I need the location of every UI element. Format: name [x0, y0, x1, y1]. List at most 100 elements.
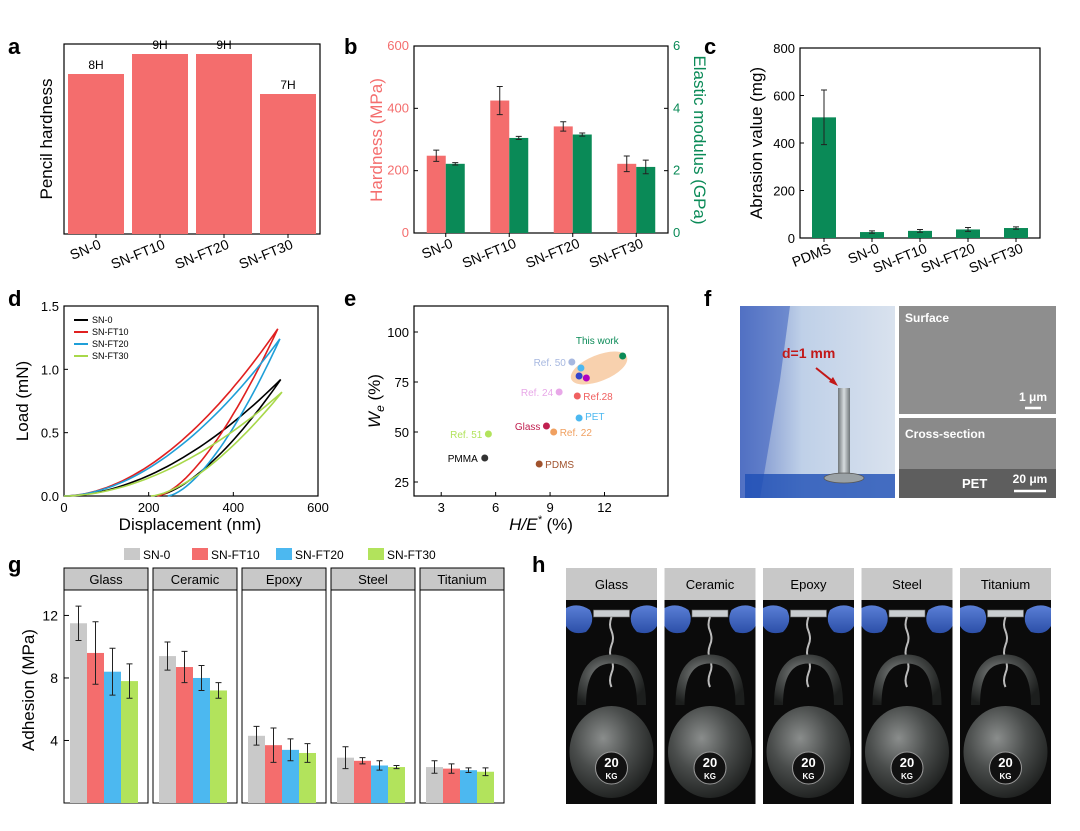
- chart-a-data-label-1: 9H: [152, 38, 167, 52]
- chart-b-bar-modulus-1: [509, 137, 529, 233]
- chart-g-errorbar-1-2: [198, 664, 205, 691]
- chart-g-bar-1-3: [210, 690, 227, 803]
- chart-b-ytick-right-label-3: 6: [673, 38, 680, 53]
- photo-h-header-label-2: Epoxy: [790, 577, 827, 592]
- photo-h-weight-unit-3: KG: [901, 772, 913, 781]
- chart-d-xtick-label-2: 400: [222, 500, 244, 515]
- chart-c-errorbar-4: [1013, 226, 1019, 230]
- photo-h-kettlebell-badge-2: [792, 751, 825, 785]
- sem-cross-scale: 20 μm: [1013, 472, 1048, 486]
- chart-g-errorbar-2-1: [270, 727, 277, 763]
- photo-h-frame-1: Ceramic 20 KG: [664, 568, 756, 804]
- chart-a-data-label-3: 7H: [280, 78, 295, 92]
- photo-h-weight-number-2: 20: [801, 755, 815, 770]
- photo-h-header-label-1: Ceramic: [686, 577, 735, 592]
- chart-e-xlabel-unit: (%): [542, 515, 573, 534]
- photo-h-clamp-4: [987, 609, 1024, 618]
- chart-b-xtick-label-3: SN-FT30: [587, 235, 646, 271]
- chart-g-legend-label-2: SN-FT20: [295, 548, 344, 562]
- photo-h-frame-4: Titanium 20 KG: [960, 568, 1051, 804]
- chart-e-xlabel-sup: *: [537, 514, 542, 526]
- photo-h-kettlebell-badge-4: [989, 751, 1022, 785]
- chart-e-point-11: [481, 454, 489, 462]
- chart-g-adhesion: Adhesion (MPa) SN-0 SN-FT10 SN-FT20 SN-FT30…: [19, 548, 505, 804]
- photo-f-annotation: d=1 mm: [782, 345, 835, 361]
- chart-e-point-label-0: This work: [576, 336, 620, 347]
- chart-g-errorbar-2-0: [253, 725, 260, 746]
- chart-d-ytick-label-0: 0.0: [41, 489, 59, 504]
- photo-f-glove: [740, 306, 790, 498]
- photo-h-header-label-4: Titanium: [981, 577, 1030, 592]
- chart-b-bar-modulus-2: [572, 134, 592, 233]
- sem-cross-label: Cross-section: [905, 427, 985, 441]
- chart-g-errorbar-0-2: [109, 647, 116, 696]
- photo-h-glove-left-3: [861, 605, 888, 634]
- chart-e-point-4: [582, 374, 590, 382]
- chart-e-point-label-8: Glass: [515, 422, 541, 433]
- chart-e-point-3: [575, 372, 583, 380]
- chart-e-ytick-label-1: 50: [395, 425, 409, 440]
- chart-c-bar-3: [956, 229, 980, 238]
- photo-h-header-1: [664, 568, 756, 600]
- chart-g-bar-0-2: [104, 671, 121, 803]
- chart-g-errorbar-1-1: [181, 650, 188, 684]
- chart-b-errorbar-modulus-1: [515, 135, 522, 140]
- chart-c-xtick-label-3: SN-FT20: [918, 240, 977, 276]
- photo-h-kettlebell-badge-3: [890, 751, 924, 785]
- photo-f-base: [745, 474, 895, 498]
- chart-g-errorbar-0-1: [92, 621, 99, 685]
- chart-g-bar-2-1: [265, 745, 282, 803]
- chart-d-legend-label-3: SN-FT30: [92, 351, 129, 361]
- chart-e-point-12: [535, 460, 543, 468]
- photo-h-kettlebell-badge-1: [693, 751, 727, 785]
- chart-c-errorbar-2: [917, 228, 923, 233]
- chart-g-bar-0-1: [87, 652, 104, 803]
- chart-d-ytick-label-2: 1.0: [41, 362, 59, 377]
- chart-d-line-2: [63, 338, 281, 497]
- chart-a-ylabel: Pencil hardness: [37, 79, 56, 200]
- photo-f-rod: [838, 388, 850, 478]
- photo-h-kettlebell-handle-1: [675, 654, 745, 706]
- photo-h-weight-unit-0: KG: [606, 772, 618, 781]
- chart-a-bar-2: [196, 54, 252, 234]
- chart-g-errorbar-4-2: [465, 767, 472, 774]
- panel-label-d: d: [8, 286, 21, 311]
- chart-e-point-label-9: Ref. 22: [560, 428, 593, 439]
- chart-b-xtick-label-2: SN-FT20: [523, 235, 582, 271]
- chart-e-point-7: [575, 414, 583, 422]
- chart-c-abrasion: Abrasion value (mg) 0 200 400 600 800 PDMS SN-…: [747, 41, 1041, 276]
- chart-e-xtick-label-1: 6: [492, 500, 499, 515]
- chart-c-ytick-label-2: 400: [773, 136, 795, 151]
- photo-h-frame-2: Epoxy 20 KG: [763, 568, 854, 804]
- chart-g-errorbar-2-3: [304, 743, 311, 763]
- sem-surface: [899, 306, 1056, 414]
- chart-a-bar-0: [68, 74, 124, 234]
- chart-e-point-2: [577, 364, 585, 372]
- chart-e-xtick-label-0: 3: [438, 500, 445, 515]
- chart-e-ylabel-main: W: [365, 410, 384, 428]
- chart-g-bar-2-2: [282, 749, 299, 803]
- chart-a-data-label-0: 8H: [88, 58, 103, 72]
- chart-b-bar-hardness-2: [553, 126, 573, 233]
- photo-h-weight-unit-2: KG: [803, 772, 815, 781]
- chart-e-ylabel-sub: e: [373, 405, 387, 412]
- chart-g-errorbar-1-0: [164, 641, 171, 671]
- photo-h-chain-0: [609, 616, 614, 688]
- chart-c-bar-4: [1004, 228, 1028, 238]
- chart-e-xlabel: H/E* (%): [509, 514, 573, 534]
- chart-g-bar-4-0: [426, 767, 443, 803]
- sem-surface-scale: 1 μm: [1019, 390, 1047, 404]
- chart-c-xtick-label-2: SN-FT10: [870, 240, 929, 276]
- chart-e-xtick-label-3: 12: [597, 500, 611, 515]
- chart-a-frame: [63, 43, 321, 235]
- photo-h-header-label-3: Steel: [892, 577, 922, 592]
- photo-h-weight-number-3: 20: [900, 755, 914, 770]
- photo-h-clamp-0: [593, 609, 630, 618]
- chart-c-errorbar-1: [869, 230, 875, 234]
- chart-e-ytick-label-3: 100: [387, 325, 409, 340]
- chart-c-ytick-label-3: 600: [773, 89, 795, 104]
- chart-e-point-5: [555, 388, 563, 396]
- chart-c-ylabel: Abrasion value (mg): [747, 67, 766, 219]
- chart-e-point-0: [619, 352, 627, 360]
